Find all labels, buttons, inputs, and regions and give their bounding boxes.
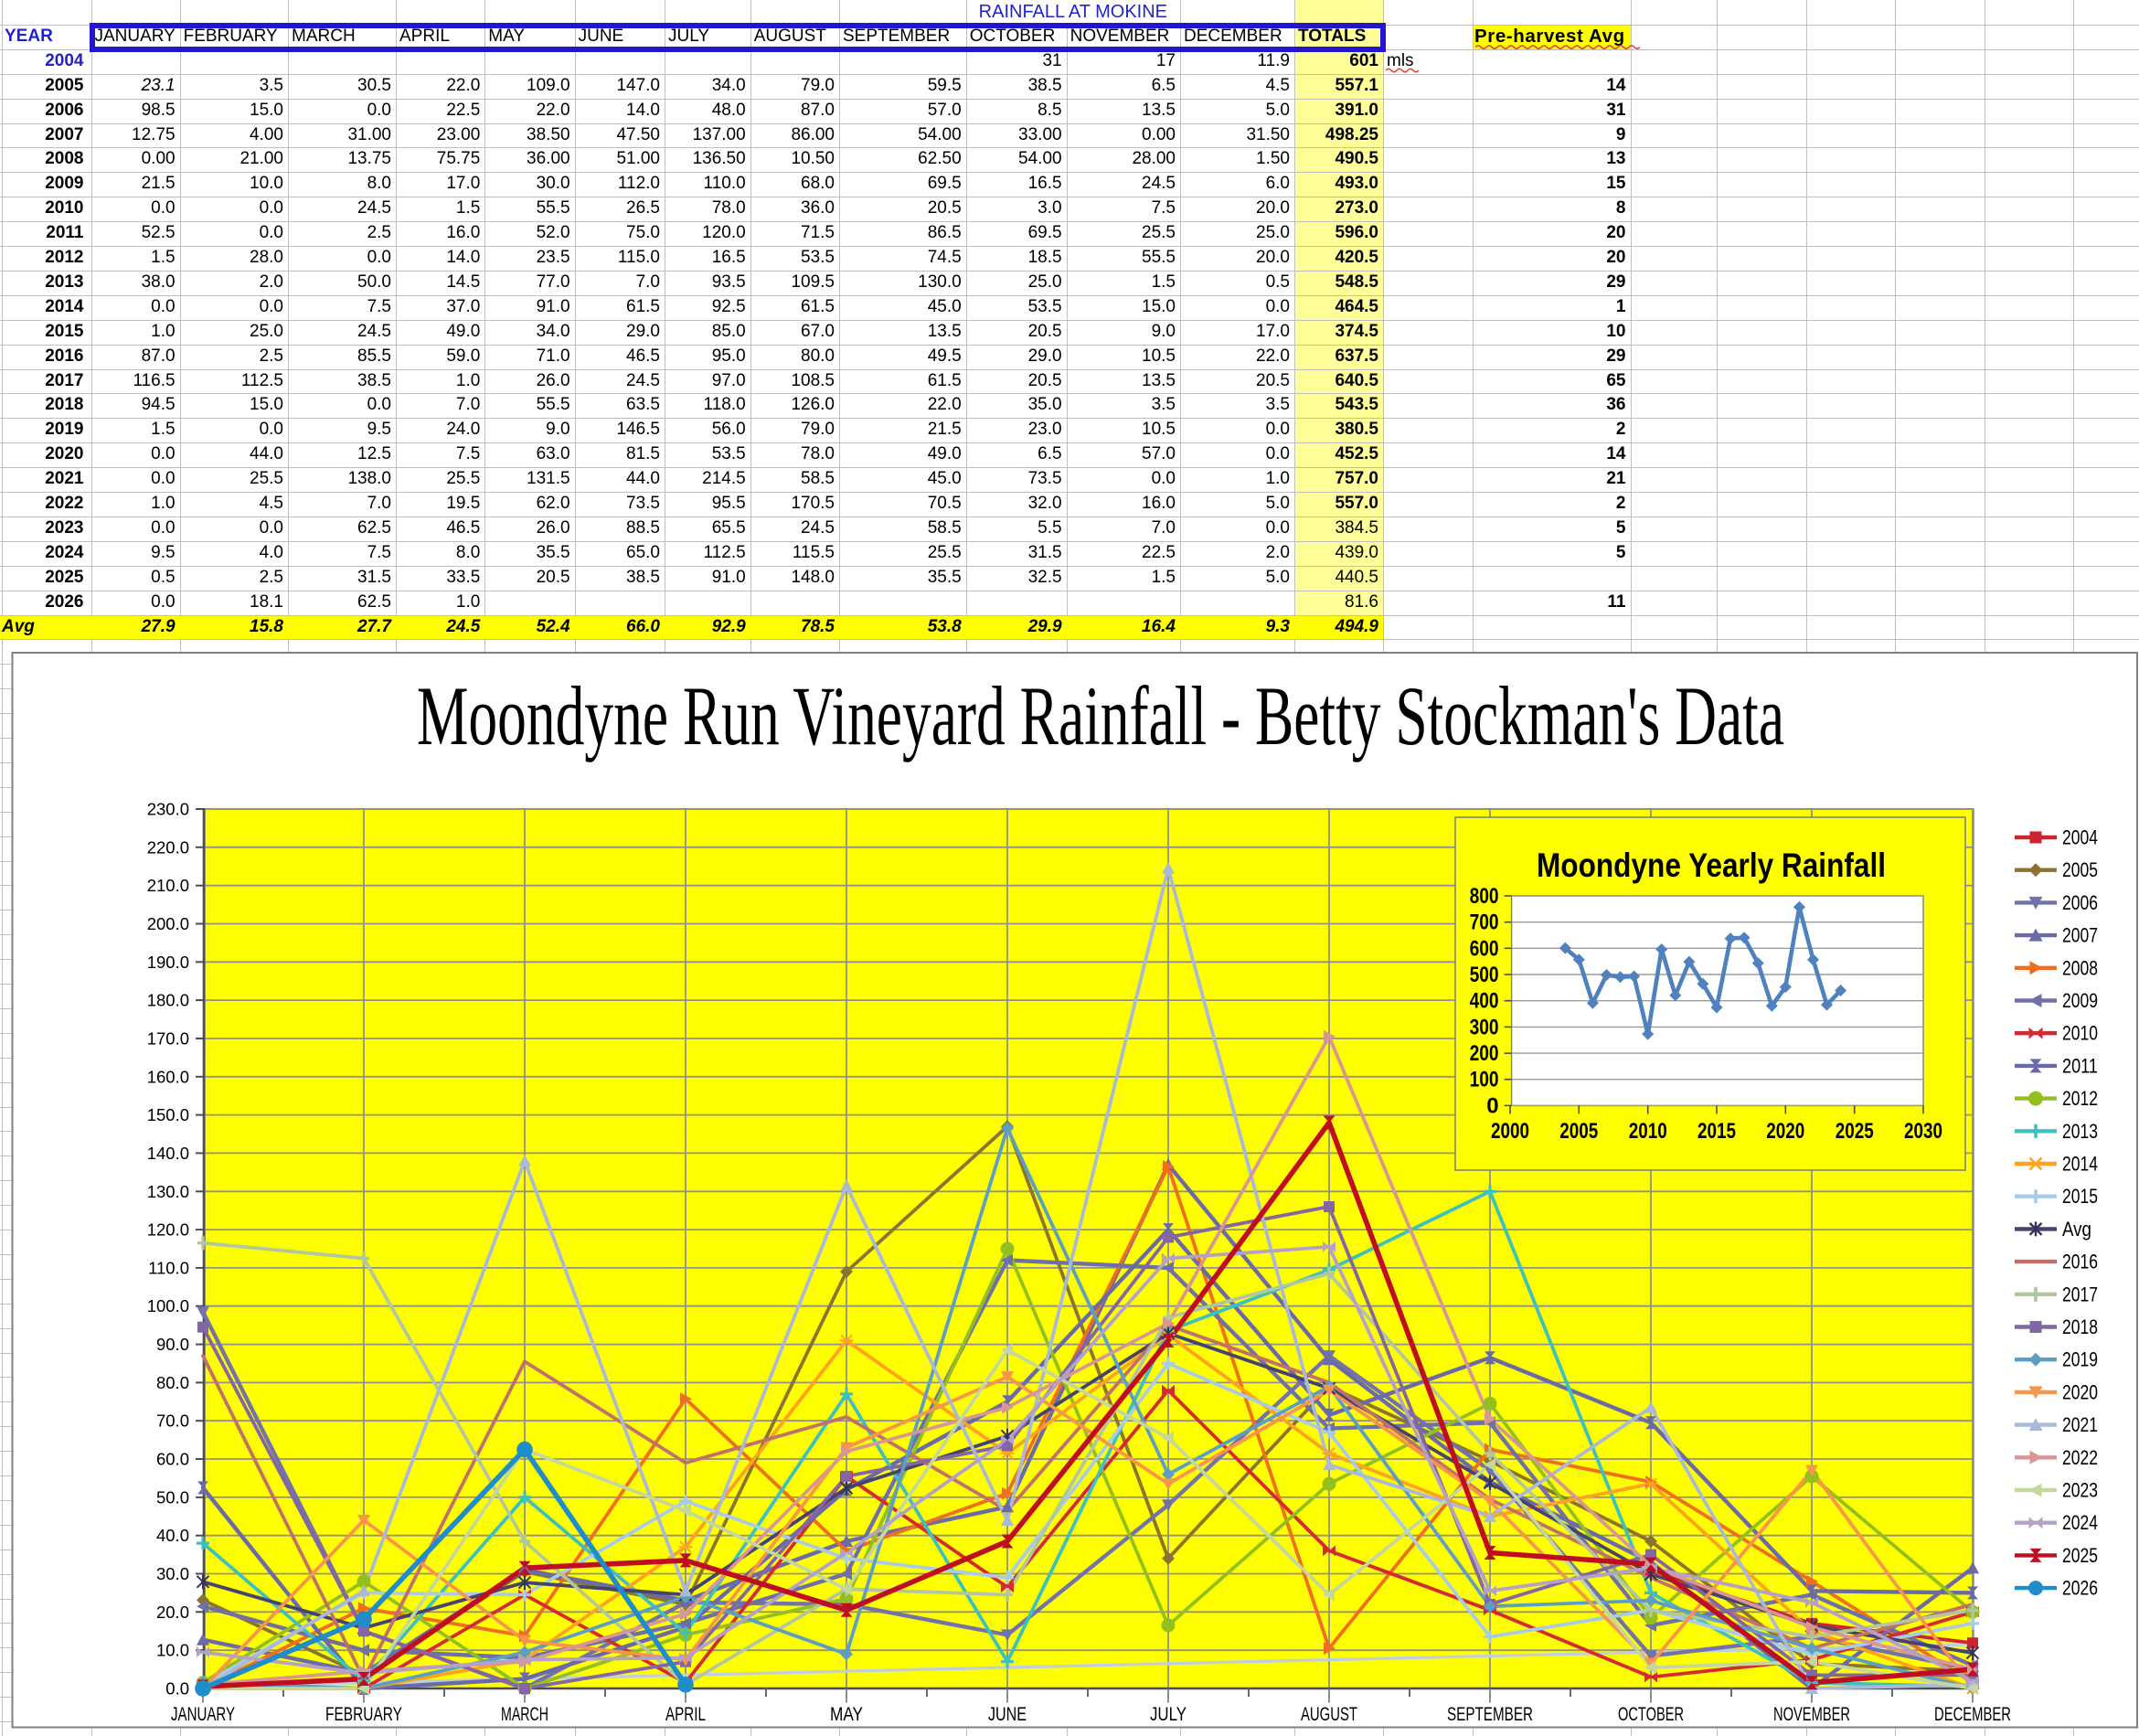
svg-text:Avg: Avg [2062,1218,2091,1241]
svg-text:JUNE: JUNE [988,1704,1027,1725]
svg-text:400: 400 [1470,989,1499,1014]
svg-text:230.0: 230.0 [147,800,189,819]
svg-text:MAY: MAY [830,1704,863,1725]
svg-text:220.0: 220.0 [147,837,189,857]
svg-text:2008: 2008 [2062,956,2098,979]
svg-text:2011: 2011 [2062,1054,2098,1077]
svg-text:Moondyne Run Vineyard Rainfall: Moondyne Run Vineyard Rainfall - Betty S… [417,669,1784,762]
svg-text:2026: 2026 [2062,1577,2098,1600]
svg-text:2017: 2017 [2062,1283,2098,1305]
svg-text:2014: 2014 [2062,1153,2098,1176]
svg-text:AUGUST: AUGUST [1301,1704,1357,1725]
svg-text:700: 700 [1470,911,1499,935]
svg-text:140.0: 140.0 [147,1144,189,1163]
svg-text:60.0: 60.0 [156,1450,189,1469]
svg-text:2019: 2019 [2062,1348,2098,1371]
svg-text:OCTOBER: OCTOBER [1618,1704,1684,1725]
svg-text:0: 0 [1486,1093,1498,1118]
svg-text:110.0: 110.0 [148,1258,189,1277]
svg-text:300: 300 [1470,1015,1499,1039]
svg-text:200.0: 200.0 [147,914,189,933]
svg-text:2005: 2005 [2062,858,2098,881]
svg-text:2030: 2030 [1904,1119,1942,1144]
svg-text:2006: 2006 [2062,891,2098,914]
svg-text:160.0: 160.0 [147,1067,189,1086]
svg-text:2024: 2024 [2062,1511,2098,1534]
svg-text:FEBRUARY: FEBRUARY [325,1704,402,1725]
svg-text:100: 100 [1470,1068,1499,1092]
svg-text:MARCH: MARCH [501,1704,548,1725]
svg-text:80.0: 80.0 [156,1373,189,1392]
svg-text:SEPTEMBER: SEPTEMBER [1447,1704,1533,1725]
svg-text:NOVEMBER: NOVEMBER [1773,1704,1850,1725]
svg-text:2020: 2020 [2062,1380,2098,1403]
svg-text:2016: 2016 [2062,1251,2098,1273]
svg-text:2015: 2015 [2062,1185,2098,1208]
svg-text:2000: 2000 [1491,1119,1529,1144]
svg-text:2010: 2010 [2062,1022,2098,1045]
svg-text:170.0: 170.0 [147,1029,189,1049]
svg-text:180.0: 180.0 [147,991,189,1010]
svg-text:90.0: 90.0 [156,1335,189,1354]
svg-text:500: 500 [1470,963,1499,987]
svg-text:2020: 2020 [1766,1119,1804,1144]
svg-text:20.0: 20.0 [156,1603,189,1622]
svg-text:2025: 2025 [1836,1119,1874,1144]
svg-text:2007: 2007 [2062,924,2098,947]
svg-text:2012: 2012 [2062,1087,2098,1110]
svg-text:40.0: 40.0 [156,1526,189,1545]
svg-text:2004: 2004 [2062,826,2098,849]
svg-text:2013: 2013 [2062,1120,2098,1143]
svg-text:800: 800 [1470,884,1499,909]
svg-text:30.0: 30.0 [156,1564,189,1583]
svg-text:10.0: 10.0 [156,1641,189,1660]
svg-text:2015: 2015 [1697,1119,1736,1144]
svg-text:Moondyne Yearly Rainfall: Moondyne Yearly Rainfall [1537,847,1886,884]
svg-text:120.0: 120.0 [147,1220,189,1240]
svg-text:0.0: 0.0 [165,1679,189,1699]
svg-text:APRIL: APRIL [665,1704,706,1725]
svg-text:2023: 2023 [2062,1479,2098,1502]
svg-text:50.0: 50.0 [156,1487,189,1507]
svg-text:2010: 2010 [1629,1119,1667,1144]
svg-text:2005: 2005 [1559,1119,1598,1144]
svg-text:2021: 2021 [2062,1413,2098,1436]
svg-text:2025: 2025 [2062,1544,2098,1567]
svg-text:200: 200 [1470,1041,1499,1066]
svg-text:2022: 2022 [2062,1446,2098,1469]
svg-text:130.0: 130.0 [147,1182,189,1201]
svg-text:JANUARY: JANUARY [171,1704,235,1725]
svg-text:2018: 2018 [2062,1315,2098,1338]
svg-text:100.0: 100.0 [147,1296,189,1315]
svg-text:2009: 2009 [2062,989,2098,1012]
svg-text:190.0: 190.0 [147,953,189,972]
svg-text:210.0: 210.0 [147,876,189,895]
svg-text:600: 600 [1470,936,1499,961]
svg-text:JULY: JULY [1150,1704,1187,1725]
svg-text:DECEMBER: DECEMBER [1934,1704,2011,1725]
svg-text:70.0: 70.0 [156,1411,189,1431]
svg-text:150.0: 150.0 [147,1105,189,1124]
